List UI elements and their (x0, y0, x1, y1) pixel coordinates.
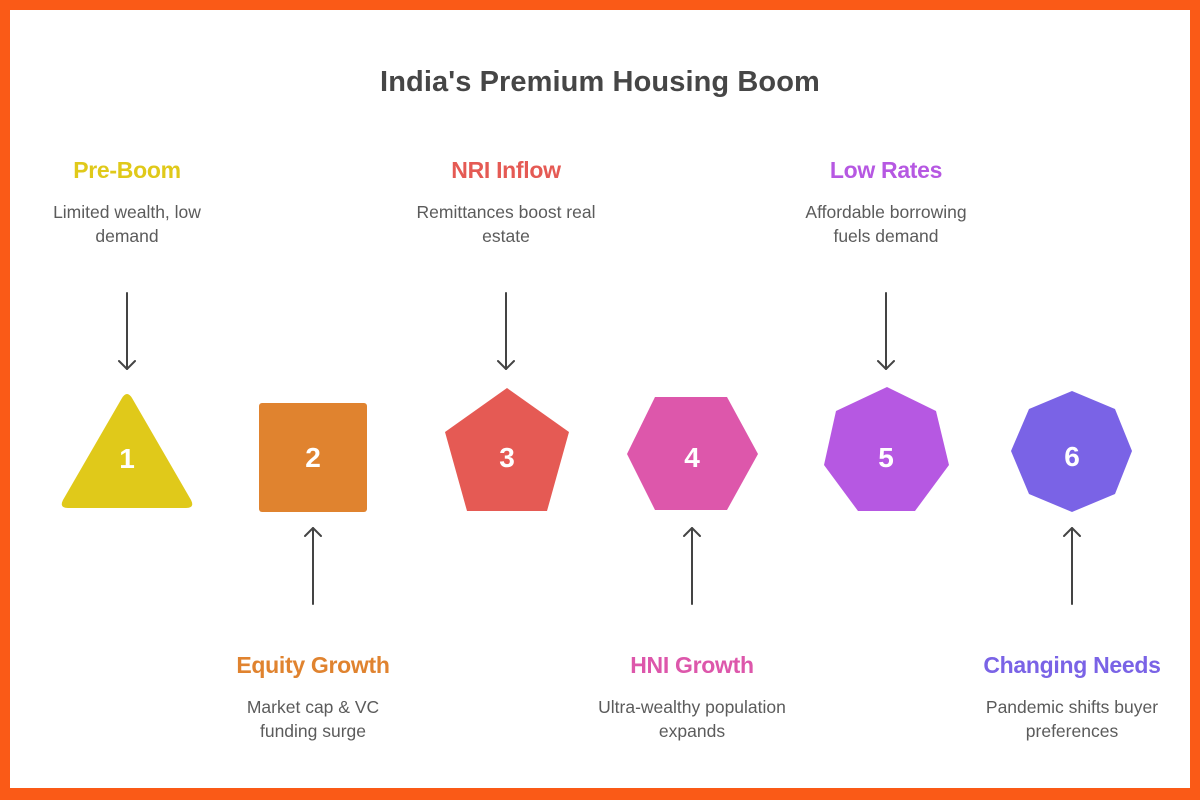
stage-number-2: 2 (305, 442, 321, 473)
hexagon-shape (627, 397, 758, 510)
stage-number-1: 1 (119, 443, 135, 474)
stage-heading: NRI Inflow (451, 157, 561, 183)
stage-label-low-rates: Low Rates Affordable borrowing fuels dem… (756, 156, 1016, 248)
stage-number-4: 4 (684, 442, 700, 473)
stage-description: Market cap & VC funding surge (246, 697, 380, 741)
stage-number-6: 6 (1064, 441, 1080, 472)
stage-heading: Pre-Boom (73, 157, 181, 183)
pentagon-shape (445, 388, 569, 511)
stage-description: Affordable borrowing fuels demand (805, 202, 967, 246)
stage-description: Limited wealth, low demand (53, 202, 201, 246)
heptagon-shape (824, 387, 949, 511)
stage-label-pre-boom: Pre-Boom Limited wealth, low demand (0, 156, 257, 248)
stage-label-changing-needs: Changing Needs Pandemic shifts buyer pre… (942, 651, 1200, 743)
stage-number-5: 5 (878, 442, 894, 473)
arrow-down-icon (877, 292, 895, 370)
stage-heading: Equity Growth (236, 652, 390, 678)
octagon-shape (1011, 391, 1132, 512)
stage-heading: Low Rates (829, 157, 943, 183)
arrow-up-icon (683, 527, 701, 605)
stage-description: Remittances boost real estate (416, 202, 596, 246)
triangle-shape (61, 394, 193, 508)
stage-heading: Changing Needs (983, 652, 1161, 678)
arrow-up-icon (1063, 527, 1081, 605)
stage-heading: HNI Growth (630, 652, 754, 678)
arrow-down-icon (118, 292, 136, 370)
arrow-up-icon (304, 527, 322, 605)
stage-label-hni-growth: HNI Growth Ultra-wealthy population expa… (562, 651, 822, 743)
arrow-down-icon (497, 292, 515, 370)
stage-number-3: 3 (499, 442, 515, 473)
stage-description: Pandemic shifts buyer preferences (985, 697, 1159, 741)
diagram-title: India's Premium Housing Boom (380, 66, 820, 98)
stage-label-equity-growth: Equity Growth Market cap & VC funding su… (183, 651, 443, 743)
stage-description: Ultra-wealthy population expands (598, 697, 786, 741)
page-frame (10, 10, 1190, 788)
stage-label-nri-inflow: NRI Inflow Remittances boost real estate (376, 156, 636, 248)
square-shape (259, 403, 367, 512)
